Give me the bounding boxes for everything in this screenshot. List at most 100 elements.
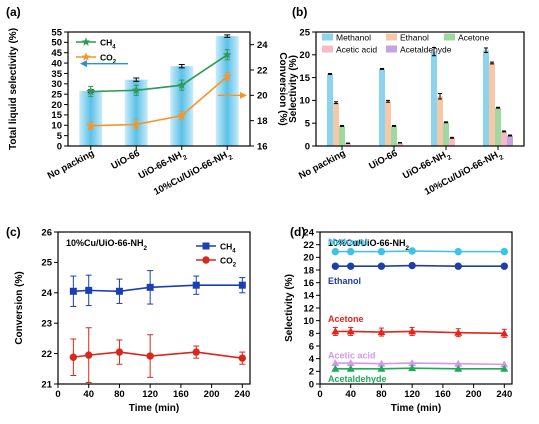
panel-label: (b) — [292, 5, 307, 19]
series-point — [408, 327, 417, 335]
panel-c-x-tick-label: 240 — [234, 389, 250, 400]
panel-d-y-tick-label: 12 — [303, 303, 314, 314]
series-point — [346, 359, 355, 367]
series-line — [73, 351, 243, 359]
series-point — [377, 359, 386, 367]
panel-d-y-tick-label: 18 — [303, 265, 314, 276]
panel-d-xlabel: Time (min) — [391, 403, 441, 414]
bar — [489, 63, 495, 147]
panel-c-y-tick-label: 24 — [41, 288, 52, 299]
panel-d-x-tick-label: 240 — [496, 389, 512, 400]
series-point — [177, 80, 187, 89]
panel-a-y-tick-label: 5 — [57, 131, 63, 142]
panel-a-y2-tick-label: 16 — [257, 141, 268, 152]
legend-marker — [202, 242, 210, 250]
series-line — [335, 330, 505, 335]
arrow-right-head — [240, 91, 247, 99]
panel-a-x-tick-label: UiO-66 — [109, 148, 141, 172]
legend-label: Acetaldehyde — [400, 45, 452, 55]
series-point — [346, 364, 355, 372]
series-line — [335, 362, 505, 366]
panel-d-x-tick-label: 200 — [466, 389, 482, 400]
legend-label: CH4 — [100, 38, 116, 51]
panel-label: (a) — [6, 5, 21, 19]
series-point — [500, 329, 509, 337]
panel-d-x-tick-label: 0 — [317, 389, 322, 400]
series-point — [454, 359, 463, 367]
panel-b-ylabel: Selectivity (%) — [288, 55, 299, 123]
series-point — [192, 281, 200, 289]
bar — [391, 125, 397, 146]
series-point — [115, 348, 124, 356]
panel-a-y-tick-label: 20 — [51, 100, 62, 111]
panel-d-x-tick-label: 40 — [345, 389, 356, 400]
bar — [501, 131, 507, 146]
series-point — [86, 86, 96, 96]
panel-a-y-tick-label: 0 — [57, 141, 62, 152]
panel-b-y-tick-label: 5 — [305, 119, 311, 130]
series-point — [377, 364, 386, 372]
legend-label: CO2 — [100, 53, 117, 66]
panel-c-xlabel: Time (min) — [129, 403, 179, 414]
panel-b: (b)No packing UiO-66 UiO-66-NH210%Cu/UiO-6… — [288, 5, 525, 198]
panel-d-frame — [319, 231, 513, 385]
series-point — [331, 327, 340, 335]
panel-b-y-tick-label: 25 — [299, 27, 310, 38]
panel-d-x-tick-label: 160 — [435, 389, 451, 400]
panel-c-y-tick-label: 26 — [41, 227, 52, 238]
panel-c-x-tick-label: 40 — [83, 389, 94, 400]
panel-c-x-tick-label: 0 — [55, 389, 60, 400]
series-point — [131, 85, 141, 94]
series-point — [408, 261, 416, 270]
panel-b-frame — [315, 31, 525, 147]
panel-c-x-tick-label: 80 — [114, 389, 125, 400]
series-label: Acetaldehyde — [328, 374, 387, 384]
series-point — [69, 353, 78, 361]
bar — [483, 50, 489, 146]
panel-c-x-tick-label: 120 — [142, 389, 158, 400]
series-label: Ethanol — [328, 276, 361, 286]
legend-marker — [202, 256, 210, 264]
legend-label: Acetone — [458, 33, 489, 43]
panel-a-ylabel: Total liquid selectivity (%) — [8, 28, 19, 150]
series-point — [331, 364, 340, 372]
panel-b-x-tick-label: No packing — [297, 148, 348, 182]
panel-c-y-tick-label: 21 — [41, 379, 52, 390]
series-point — [454, 328, 463, 336]
series-point — [500, 360, 509, 368]
bar — [327, 73, 333, 146]
series-line — [90, 75, 228, 127]
bar — [437, 96, 443, 146]
bar — [215, 36, 239, 146]
panel-a-frame — [67, 31, 251, 147]
series-point — [347, 247, 355, 256]
series-point — [238, 354, 247, 362]
series-point — [500, 262, 509, 270]
bar — [170, 66, 194, 146]
panel-label: (d) — [290, 225, 305, 239]
series-point — [146, 352, 154, 360]
series-point — [500, 247, 509, 256]
panel-c-frame — [57, 231, 251, 385]
series-point — [346, 327, 355, 335]
series-label: Methanol — [328, 237, 368, 247]
panel-a-y-tick-label: 25 — [51, 89, 62, 100]
series-line — [335, 367, 505, 370]
panel-a-y2-tick-label: 20 — [257, 91, 268, 102]
panel-b-y-tick-label: 10 — [299, 96, 310, 107]
series-label: Acetic acid — [328, 351, 376, 361]
panel-b-x-tick-label: UiO-66 — [367, 148, 399, 172]
panel-a-y-tick-label: 35 — [51, 69, 62, 80]
panel-d-y-tick-label: 14 — [303, 291, 314, 302]
series-line — [73, 284, 243, 293]
bar — [449, 137, 455, 146]
legend-label: Methanol — [336, 33, 371, 43]
panel-a-x-tick-label: 10%Cu/UiO-66-NH2 — [152, 148, 234, 200]
panel-b-y-tick-label: 15 — [299, 73, 310, 84]
series-point — [500, 364, 509, 372]
panel-c-x-tick-label: 160 — [173, 389, 189, 400]
series-point — [408, 359, 417, 367]
panel-a-y2label: Conversion (%) — [277, 52, 288, 125]
series-point — [222, 50, 232, 59]
